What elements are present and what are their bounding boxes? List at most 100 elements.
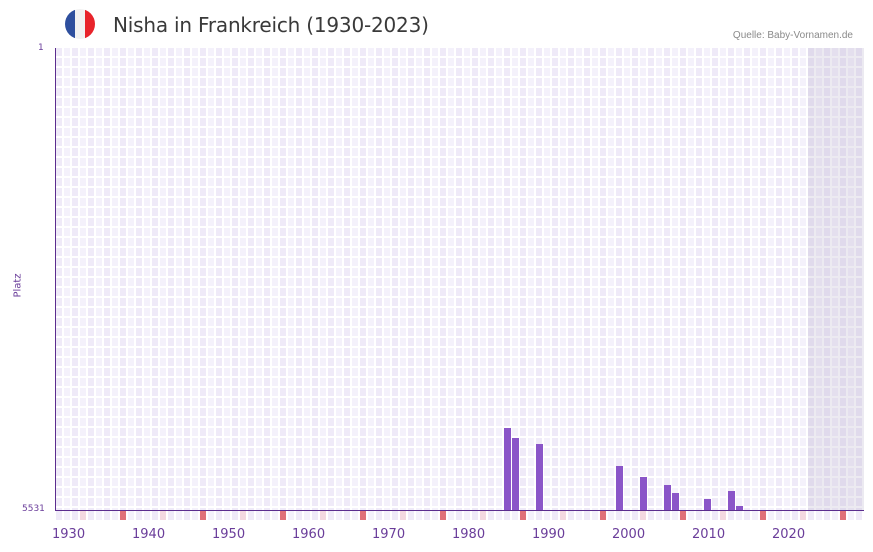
year-marker bbox=[320, 511, 326, 520]
year-marker bbox=[656, 511, 662, 520]
year-marker bbox=[632, 511, 638, 520]
year-marker bbox=[392, 511, 398, 520]
year-marker bbox=[112, 511, 118, 520]
year-marker bbox=[160, 511, 166, 520]
year-marker bbox=[824, 511, 830, 520]
grid bbox=[56, 48, 862, 510]
x-tick-1930: 1930 bbox=[52, 527, 86, 542]
x-tick-1960: 1960 bbox=[292, 527, 326, 542]
year-marker bbox=[816, 511, 822, 520]
year-marker bbox=[616, 511, 622, 520]
year-marker bbox=[776, 511, 782, 520]
year-marker bbox=[528, 511, 534, 520]
year-marker bbox=[808, 511, 814, 520]
x-tick-2000: 2000 bbox=[612, 527, 646, 542]
year-marker bbox=[336, 511, 342, 520]
year-marker bbox=[368, 511, 374, 520]
x-tick-1990: 1990 bbox=[532, 527, 566, 542]
year-marker bbox=[184, 511, 190, 520]
year-marker bbox=[408, 511, 414, 520]
year-marker bbox=[552, 511, 558, 520]
year-marker bbox=[376, 511, 382, 520]
bar-1990 bbox=[536, 444, 543, 510]
year-marker bbox=[800, 511, 806, 520]
year-marker bbox=[688, 511, 694, 520]
year-marker bbox=[472, 511, 478, 520]
year-marker bbox=[208, 511, 214, 520]
y-axis-title: Platz bbox=[12, 273, 24, 298]
year-marker bbox=[424, 511, 430, 520]
bar-2007 bbox=[672, 493, 679, 510]
year-marker bbox=[856, 511, 862, 520]
year-marker bbox=[432, 511, 438, 520]
future-shaded-region bbox=[808, 48, 864, 510]
year-marker bbox=[792, 511, 798, 520]
france-flag-icon bbox=[65, 9, 95, 39]
year-marker bbox=[168, 511, 174, 520]
source-credit: Quelle: Baby-Vornamen.de bbox=[732, 30, 853, 41]
bar-2015 bbox=[736, 506, 743, 510]
year-marker bbox=[736, 511, 742, 520]
x-tick-1940: 1940 bbox=[132, 527, 166, 542]
year-marker bbox=[648, 511, 654, 520]
year-marker bbox=[712, 511, 718, 520]
x-tick-1980: 1980 bbox=[452, 527, 486, 542]
year-marker bbox=[232, 511, 238, 520]
year-marker bbox=[120, 511, 126, 520]
year-marker bbox=[264, 511, 270, 520]
bar-2006 bbox=[664, 485, 671, 510]
x-tick-2020: 2020 bbox=[772, 527, 806, 542]
year-marker bbox=[544, 511, 550, 520]
year-marker bbox=[840, 511, 846, 520]
year-marker bbox=[728, 511, 734, 520]
bar-2003 bbox=[640, 477, 647, 510]
year-marker bbox=[680, 511, 686, 520]
year-marker bbox=[224, 511, 230, 520]
year-marker bbox=[568, 511, 574, 520]
year-marker bbox=[56, 511, 62, 520]
year-marker bbox=[456, 511, 462, 520]
year-marker bbox=[144, 511, 150, 520]
year-marker bbox=[600, 511, 606, 520]
year-marker bbox=[592, 511, 598, 520]
year-marker bbox=[720, 511, 726, 520]
year-marker bbox=[152, 511, 158, 520]
year-marker bbox=[192, 511, 198, 520]
year-marker-strip bbox=[56, 511, 864, 520]
x-axis-line bbox=[55, 510, 864, 511]
flag-stripe-blue bbox=[65, 9, 75, 39]
year-marker bbox=[296, 511, 302, 520]
year-marker bbox=[496, 511, 502, 520]
year-marker bbox=[272, 511, 278, 520]
year-marker bbox=[248, 511, 254, 520]
bar-2014 bbox=[728, 491, 735, 510]
year-marker bbox=[216, 511, 222, 520]
x-tick-1970: 1970 bbox=[372, 527, 406, 542]
x-tick-1950: 1950 bbox=[212, 527, 246, 542]
year-marker bbox=[200, 511, 206, 520]
y-tick-bottom: 5531 bbox=[22, 504, 45, 514]
year-marker bbox=[640, 511, 646, 520]
year-marker bbox=[440, 511, 446, 520]
year-marker bbox=[760, 511, 766, 520]
y-tick-top: 1 bbox=[38, 43, 44, 53]
year-marker bbox=[312, 511, 318, 520]
year-marker bbox=[504, 511, 510, 520]
year-marker bbox=[256, 511, 262, 520]
year-marker bbox=[584, 511, 590, 520]
flag-stripe-white bbox=[75, 9, 85, 39]
year-marker bbox=[608, 511, 614, 520]
year-marker bbox=[304, 511, 310, 520]
year-marker bbox=[624, 511, 630, 520]
year-marker bbox=[80, 511, 86, 520]
year-marker bbox=[576, 511, 582, 520]
year-marker bbox=[96, 511, 102, 520]
y-axis-line bbox=[55, 48, 56, 511]
year-marker bbox=[488, 511, 494, 520]
year-marker bbox=[280, 511, 286, 520]
bar-1987 bbox=[512, 438, 519, 510]
year-marker bbox=[416, 511, 422, 520]
bar-2011 bbox=[704, 499, 711, 510]
year-marker bbox=[400, 511, 406, 520]
year-marker bbox=[72, 511, 78, 520]
